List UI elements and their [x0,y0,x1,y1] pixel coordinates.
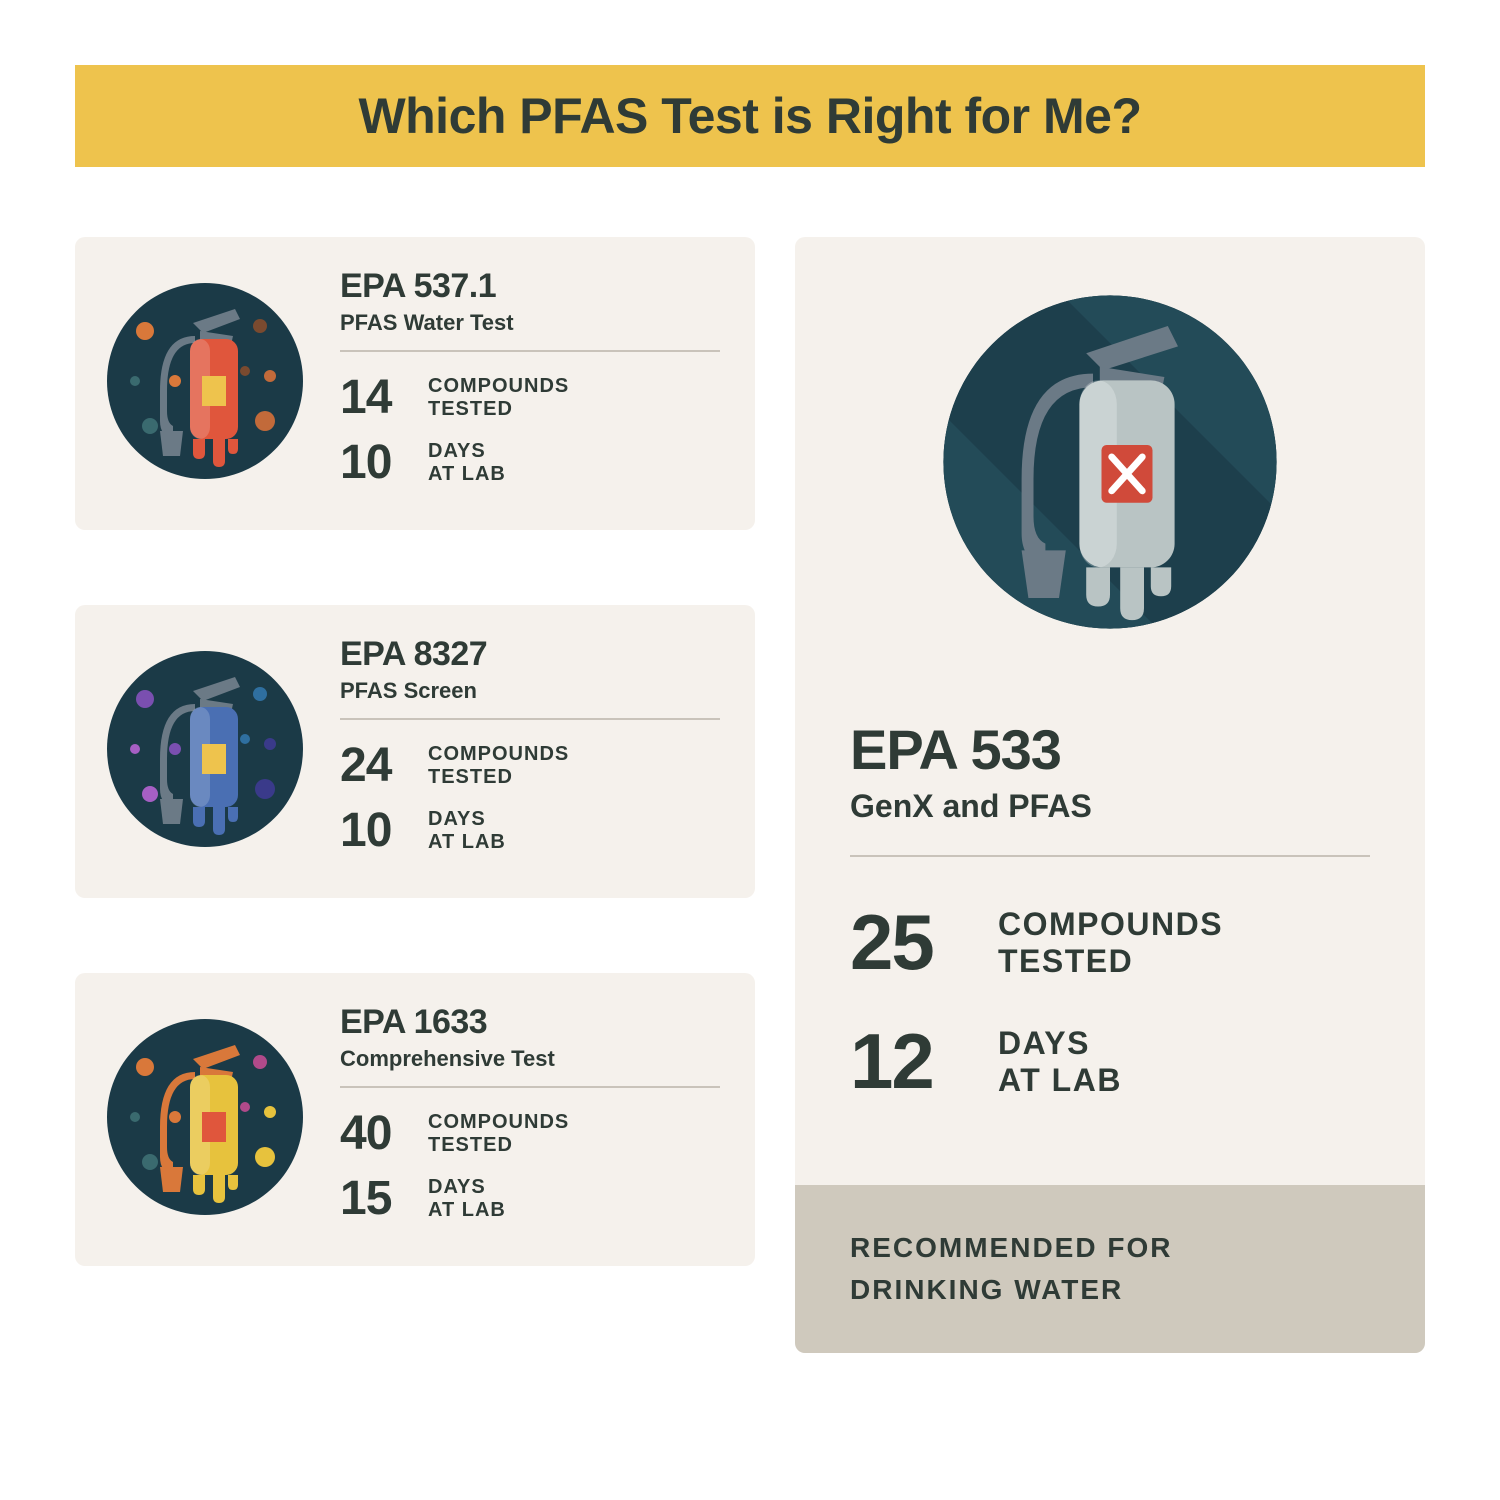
test-name: EPA 1633 [340,1003,720,1042]
page-title: Which PFAS Test is Right for Me? [115,87,1385,145]
compounds-stat: 24 COMPOUNDSTESTED [340,738,720,793]
test-subtitle: PFAS Screen [340,678,720,704]
extinguisher-icon [940,292,1280,637]
extinguisher-icon [105,281,305,486]
test-card: EPA 537.1 PFAS Water Test 14 COMPOUNDSTE… [75,237,755,530]
small-tests-column: EPA 537.1 PFAS Water Test 14 COMPOUNDSTE… [75,237,755,1353]
days-stat: 12 DAYSAT LAB [850,1016,1370,1107]
test-subtitle: Comprehensive Test [340,1046,720,1072]
title-bar: Which PFAS Test is Right for Me? [75,65,1425,167]
days-stat: 15 DAYSAT LAB [340,1171,720,1226]
divider [340,1086,720,1088]
compounds-stat: 25 COMPOUNDSTESTED [850,897,1370,988]
tests-grid: EPA 537.1 PFAS Water Test 14 COMPOUNDSTE… [75,237,1425,1353]
divider [850,855,1370,857]
test-card: EPA 1633 Comprehensive Test 40 COMPOUNDS… [75,973,755,1266]
recommendation-banner: RECOMMENDED FORDRINKING WATER [795,1185,1425,1353]
compounds-stat: 40 COMPOUNDSTESTED [340,1106,720,1161]
test-name: EPA 8327 [340,635,720,674]
extinguisher-icon [105,1017,305,1222]
divider [340,718,720,720]
test-name: EPA 537.1 [340,267,720,306]
divider [340,350,720,352]
test-subtitle: PFAS Water Test [340,310,720,336]
featured-test-column: EPA 533 GenX and PFAS 25 COMPOUNDSTESTED… [795,237,1425,1353]
featured-test-card: EPA 533 GenX and PFAS 25 COMPOUNDSTESTED… [795,237,1425,1353]
featured-test-subtitle: GenX and PFAS [850,788,1370,825]
days-stat: 10 DAYSAT LAB [340,803,720,858]
extinguisher-icon [105,649,305,854]
test-card: EPA 8327 PFAS Screen 24 COMPOUNDSTESTED … [75,605,755,898]
compounds-stat: 14 COMPOUNDSTESTED [340,370,720,425]
featured-test-name: EPA 533 [850,717,1370,782]
days-stat: 10 DAYSAT LAB [340,435,720,490]
